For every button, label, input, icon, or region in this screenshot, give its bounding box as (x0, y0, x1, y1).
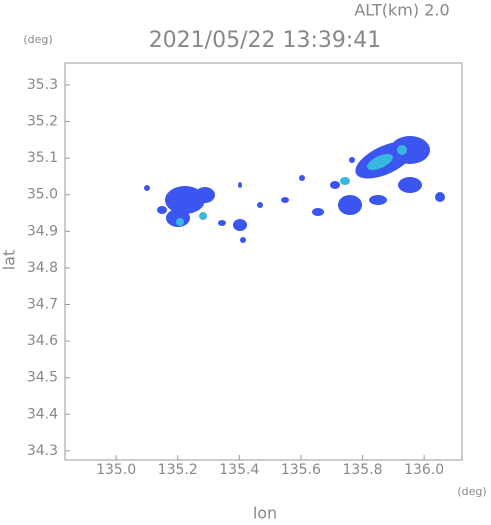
y-tick-label: 34.9 (27, 223, 58, 239)
y-tick-label: 35.3 (27, 77, 58, 93)
y-tick-label: 34.4 (27, 406, 58, 422)
x-tick-label: 136.0 (404, 462, 444, 478)
y-tick-label: 34.8 (27, 260, 58, 276)
y-unit: (deg) (23, 33, 52, 46)
y-tick-label: 35.2 (27, 114, 58, 130)
y-axis-label: lat (0, 250, 19, 271)
x-tick-label: 135.8 (342, 462, 382, 478)
y-tick-label: 34.5 (27, 370, 58, 386)
plot-frame (64, 62, 463, 461)
y-tick-label: 35.1 (27, 150, 58, 166)
altitude-label: ALT(km) 2.0 (354, 1, 449, 20)
y-tick-label: 35.0 (27, 187, 58, 203)
y-tick-label: 34.6 (27, 333, 58, 349)
x-tick-label: 135.0 (96, 462, 136, 478)
chart-title: 2021/05/22 13:39:41 (149, 28, 382, 53)
x-tick-label: 135.6 (281, 462, 321, 478)
x-unit: (deg) (457, 485, 486, 498)
x-tick-label: 135.2 (158, 462, 198, 478)
x-tick-label: 135.4 (219, 462, 259, 478)
echo-cells (144, 136, 445, 243)
y-tick-label: 34.7 (27, 296, 58, 312)
y-tick-label: 34.3 (27, 443, 58, 459)
x-axis-label: lon (253, 504, 277, 522)
